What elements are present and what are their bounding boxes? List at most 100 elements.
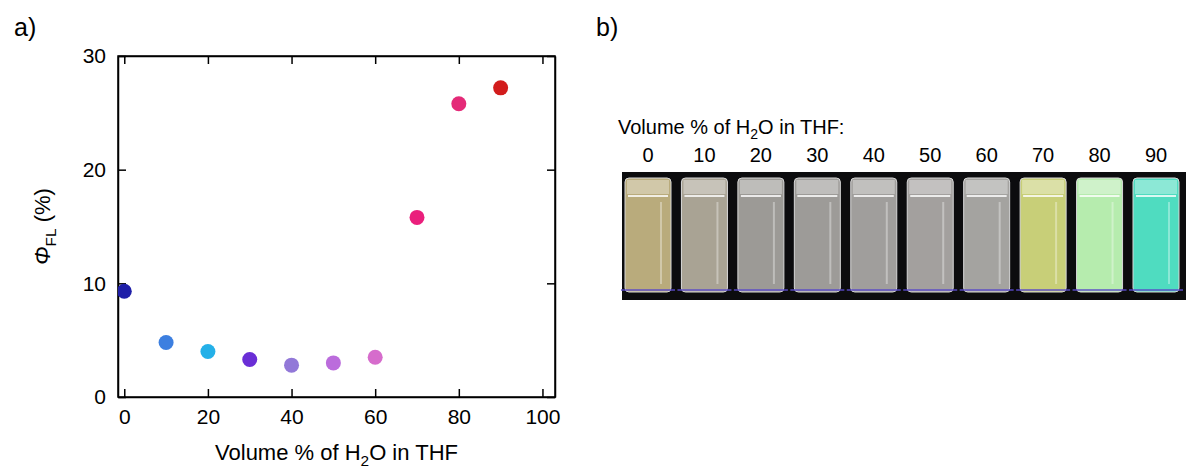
uv-reflection bbox=[1016, 289, 1070, 291]
vial bbox=[1129, 178, 1183, 292]
tick bbox=[459, 56, 460, 64]
vial-glint bbox=[773, 202, 775, 284]
vial-headspace bbox=[909, 180, 951, 194]
vials bbox=[621, 178, 1183, 292]
axis-line bbox=[555, 57, 557, 398]
vial bbox=[847, 178, 901, 292]
vial-label: 60 bbox=[976, 144, 998, 166]
vial bbox=[1016, 178, 1070, 292]
tick bbox=[547, 397, 555, 398]
panel-label: b) bbox=[596, 13, 618, 41]
point bbox=[493, 80, 508, 95]
tick: 20 bbox=[197, 389, 220, 428]
vial-body bbox=[681, 178, 727, 292]
x-axis: 0 20 40 60 80 100 bbox=[119, 389, 561, 428]
y-axis: 0 10 20 30 bbox=[83, 44, 126, 408]
tick-mark bbox=[547, 56, 555, 58]
vial-headspace bbox=[796, 180, 838, 194]
tick-mark bbox=[291, 56, 293, 64]
text-segment: 2 bbox=[361, 452, 370, 469]
tick: 0 bbox=[119, 389, 131, 428]
vial-glint bbox=[1055, 202, 1057, 284]
vial-label: 70 bbox=[1032, 144, 1054, 166]
uv-reflection bbox=[1129, 289, 1183, 291]
point bbox=[368, 350, 383, 365]
tick bbox=[375, 56, 376, 64]
point bbox=[242, 352, 257, 367]
tick: 0 bbox=[94, 385, 126, 408]
tick-label: 20 bbox=[197, 405, 220, 428]
tick bbox=[547, 283, 555, 284]
points bbox=[118, 80, 508, 372]
point bbox=[410, 210, 425, 225]
vial-label: 90 bbox=[1145, 144, 1167, 166]
meniscus bbox=[967, 195, 1007, 197]
tick-mark bbox=[291, 389, 293, 397]
text-segment: Φ bbox=[30, 246, 55, 264]
tick: 40 bbox=[280, 389, 303, 428]
tick bbox=[292, 56, 293, 64]
y-axis-title: ΦFL (%) bbox=[30, 188, 59, 265]
tick-mark bbox=[118, 169, 126, 171]
meniscus bbox=[684, 195, 724, 197]
text-segment: FL bbox=[42, 228, 59, 246]
point bbox=[451, 96, 466, 111]
vial-body bbox=[851, 178, 897, 292]
tick-mark bbox=[375, 56, 377, 64]
vial-body bbox=[794, 178, 840, 292]
vial-glint bbox=[1112, 202, 1114, 284]
vial-glint bbox=[660, 202, 662, 284]
vial bbox=[960, 178, 1014, 292]
tick bbox=[542, 56, 543, 64]
tick-label: 80 bbox=[448, 405, 471, 428]
point bbox=[284, 358, 299, 373]
meniscus bbox=[741, 195, 781, 197]
vial-headspace bbox=[1135, 180, 1177, 194]
tick-label: 30 bbox=[83, 44, 106, 67]
meniscus bbox=[1080, 195, 1120, 197]
vial-headspace bbox=[853, 180, 895, 194]
vial-body bbox=[738, 178, 784, 292]
tick-label: 0 bbox=[94, 385, 106, 408]
y-axis-right bbox=[547, 57, 556, 398]
meniscus bbox=[1136, 195, 1176, 197]
vial-glint bbox=[942, 202, 944, 284]
vial-body bbox=[964, 178, 1010, 292]
vial-glint bbox=[1168, 202, 1170, 284]
uv-reflection bbox=[621, 289, 675, 291]
text-segment: O in THF: bbox=[758, 116, 844, 138]
tick-mark bbox=[459, 389, 461, 397]
text-segment: O in THF bbox=[369, 440, 458, 465]
tick-mark bbox=[208, 389, 210, 397]
tick bbox=[547, 170, 555, 171]
tick-mark bbox=[375, 389, 377, 397]
tick-mark bbox=[542, 389, 544, 397]
text-segment: Volume % of H bbox=[215, 440, 361, 465]
photo-background bbox=[622, 172, 1186, 300]
tick-label: 20 bbox=[83, 158, 106, 181]
vial-headspace bbox=[627, 180, 669, 194]
uv-reflection bbox=[903, 289, 957, 291]
uv-reflection bbox=[1073, 289, 1127, 291]
tick-label: 100 bbox=[525, 405, 560, 428]
uv-reflection bbox=[847, 289, 901, 291]
tick-label: 40 bbox=[280, 405, 303, 428]
vial bbox=[734, 178, 788, 292]
vial-label: 10 bbox=[693, 144, 715, 166]
meniscus bbox=[854, 195, 894, 197]
tick-mark bbox=[459, 56, 461, 64]
meniscus bbox=[910, 195, 950, 197]
tick: 60 bbox=[364, 389, 387, 428]
panel-label: a) bbox=[14, 13, 36, 41]
tick-mark bbox=[547, 169, 555, 171]
point bbox=[326, 355, 341, 370]
x-axis-title: Volume % of H2O in THF bbox=[215, 440, 458, 469]
point bbox=[118, 284, 132, 299]
tick bbox=[208, 56, 209, 64]
tick-label: 10 bbox=[83, 272, 106, 295]
meniscus bbox=[628, 195, 668, 197]
vial bbox=[790, 178, 844, 292]
axis-line bbox=[119, 56, 556, 58]
vial-headspace bbox=[1079, 180, 1121, 194]
tick-mark bbox=[542, 56, 544, 64]
